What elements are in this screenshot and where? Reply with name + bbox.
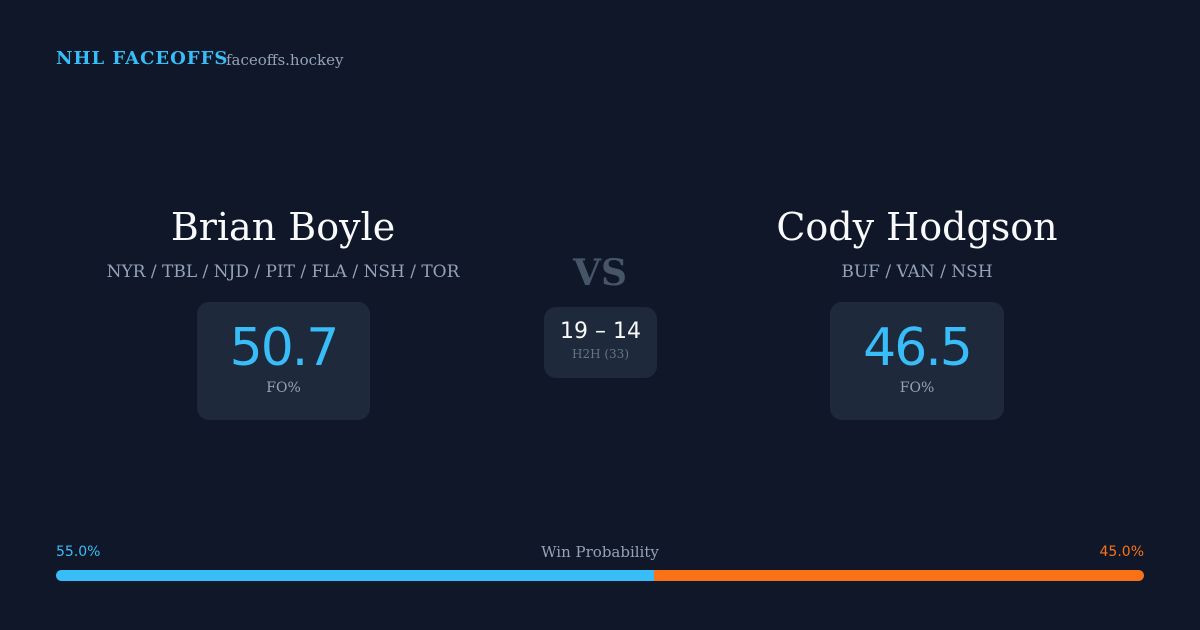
prob-segment (56, 570, 655, 581)
player-teams: BUF / VAN / NSH (841, 262, 993, 282)
left-prob: 55.0% (56, 544, 101, 560)
prob-bar (56, 570, 1144, 581)
stat-card: 50.7 FO% (197, 302, 370, 420)
prob-segment (654, 570, 1144, 581)
fo-pct: 50.7 (229, 318, 340, 378)
stat-card: 46.5 FO% (830, 302, 1004, 420)
right-prob: 45.0% (1099, 544, 1144, 560)
brand: NHL FACEOFFS (56, 48, 229, 69)
fo-label: FO% (899, 380, 935, 396)
fo-pct: 46.5 (863, 318, 973, 378)
h2h-score: 19 – 14 (560, 319, 641, 344)
fo-label: FO% (266, 380, 301, 396)
h2h-label: H2H (33) (571, 347, 629, 361)
site: faceoffs.hockey (226, 51, 344, 69)
h2h-card: 19 – 14 H2H (33) (544, 307, 657, 378)
prob-title: Win Probability (541, 543, 659, 561)
player-name: Cody Hodgson (776, 205, 1058, 249)
player-teams: NYR / TBL / NJD / PIT / FLA / NSH / TOR (106, 262, 460, 282)
player-name: Brian Boyle (170, 205, 396, 249)
vs: VS (573, 252, 627, 294)
